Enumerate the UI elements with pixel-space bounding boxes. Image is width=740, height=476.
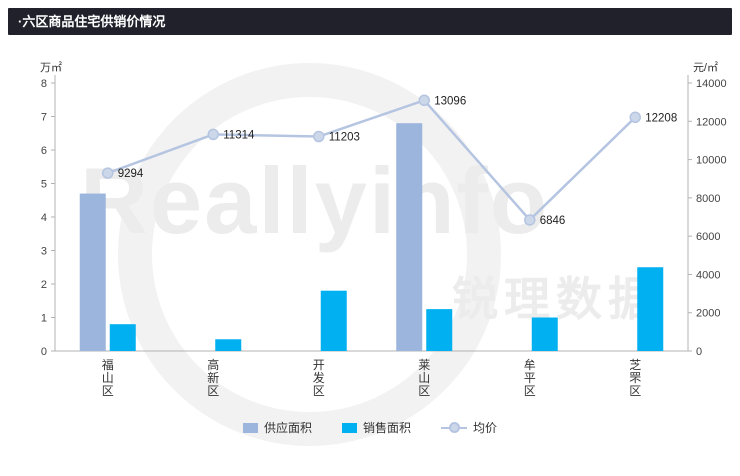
x-axis-category-label: 高新区	[207, 357, 219, 398]
price-data-label: 9294	[118, 168, 144, 180]
line-point-marker	[418, 94, 430, 107]
right-axis-tick-label: 14000	[696, 78, 727, 90]
right-axis-tick-label: 0	[696, 346, 702, 358]
legend-swatch-sales-area	[341, 422, 357, 433]
left-axis-tick-label: 8	[41, 78, 47, 90]
left-axis-tick-label: 7	[41, 112, 47, 124]
legend-item-supply-area[interactable]: 供应面积	[242, 419, 312, 436]
line-point-marker	[313, 130, 325, 143]
bar	[637, 267, 664, 351]
left-axis-tick-label: 6	[41, 145, 47, 157]
x-axis-category-label: 莱山区	[418, 358, 430, 398]
bar	[79, 193, 106, 351]
axes: 0 1 2 3 4 5 6 7 8 0 2000 4000 6000 8000 10000 12000 1400…	[41, 75, 727, 358]
price-data-label: 12208	[645, 112, 677, 124]
right-axis-tick-label: 10000	[696, 155, 727, 167]
right-axis-unit-label: 元/㎡	[692, 62, 718, 74]
bar-series-销售面积	[109, 267, 664, 351]
legend-swatch-supply-area	[242, 422, 258, 433]
legend: 供应面积 销售面积 均价	[0, 419, 740, 436]
bar	[426, 309, 453, 351]
right-axis-tick-label: 12000	[696, 116, 727, 128]
chart-area: Reallyinfo 锐理数据 万㎡ 元/㎡ 0 1 2 3 4 5 6 7 8 0 2000 400…	[0, 51, 740, 456]
line-point-marker	[629, 111, 641, 124]
right-axis-tick-label: 8000	[696, 193, 720, 205]
price-data-label: 11314	[223, 129, 255, 141]
bar-series-供应面积	[79, 123, 423, 351]
legend-item-average-price[interactable]: 均价	[441, 419, 497, 436]
legend-label-average-price: 均价	[473, 421, 498, 435]
left-axis-tick-label: 2	[41, 279, 47, 291]
line-point-marker	[102, 167, 114, 179]
legend-label-supply-area: 供应面积	[263, 421, 312, 435]
right-axis-tick-label: 4000	[696, 269, 720, 281]
left-axis-tick-label: 4	[41, 212, 47, 224]
right-axis-tick-label: 2000	[696, 308, 720, 320]
price-data-label: 11203	[329, 132, 360, 144]
x-axis-category-label: 牟平区	[524, 357, 536, 398]
x-axis-category-labels: 福山区 高新区 开发区 莱山区 牟平区 芝罘区	[102, 357, 642, 398]
x-axis-category-label: 开发区	[313, 358, 325, 398]
left-axis-unit-label: 万㎡	[40, 62, 62, 74]
legend-line-marker-icon	[441, 422, 467, 433]
left-axis-tick-label: 1	[41, 313, 47, 325]
legend-item-sales-area[interactable]: 销售面积	[341, 419, 411, 436]
x-axis-category-label: 福山区	[102, 357, 114, 398]
left-axis-tick-label: 5	[41, 179, 47, 191]
page-title: ·六区商品住宅供销价情况	[8, 8, 732, 35]
bar	[109, 324, 136, 351]
bar	[320, 290, 347, 351]
page-title-text: ·六区商品住宅供销价情况	[18, 14, 166, 29]
left-axis-tick-label: 3	[41, 246, 47, 258]
legend-label-sales-area: 销售面积	[362, 421, 411, 435]
bar	[215, 339, 242, 351]
right-axis-tick-label: 6000	[696, 231, 720, 243]
line-point-marker	[207, 128, 219, 141]
left-axis-tick-label: 0	[41, 346, 47, 358]
line-point-marker	[524, 214, 536, 226]
bar	[396, 123, 423, 351]
price-data-label: 13096	[434, 95, 466, 107]
bar	[531, 317, 558, 351]
combo-chart-svg: 0 1 2 3 4 5 6 7 8 0 2000 4000 6000 8000 10000 12000 1400…	[41, 75, 727, 398]
line-series-均价: 9294 11314 11203 13096 6846 12208	[102, 94, 677, 227]
price-data-label: 6846	[540, 215, 566, 227]
x-axis-category-label: 芝罘区	[629, 357, 641, 398]
